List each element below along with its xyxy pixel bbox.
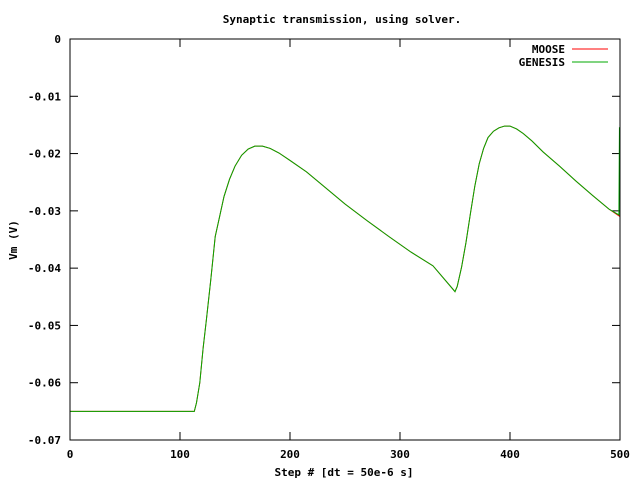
legend-label-genesis: GENESIS	[519, 56, 565, 69]
x-tick-label: 200	[280, 448, 300, 461]
x-tick-label: 0	[67, 448, 74, 461]
legend-label-moose: MOOSE	[532, 43, 565, 56]
chart-title: Synaptic transmission, using solver.	[223, 13, 461, 26]
x-tick-label: 500	[610, 448, 630, 461]
y-tick-label: -0.03	[28, 205, 61, 218]
x-axis-label: Step # [dt = 50e-6 s]	[274, 466, 413, 479]
y-tick-label: -0.02	[28, 148, 61, 161]
y-tick-label: -0.01	[28, 90, 61, 103]
x-tick-label: 300	[390, 448, 410, 461]
y-tick-label: -0.07	[28, 434, 61, 447]
axis-ticks: 0 100 200 300 400 500 0 -0.01 -0.02 -0.03 -0.04 -0.…	[28, 33, 630, 461]
y-tick-label: -0.06	[28, 377, 61, 390]
y-tick-label: 0	[54, 33, 61, 46]
y-tick-label: -0.04	[28, 262, 61, 275]
series-lines	[70, 125, 621, 412]
y-tick-label: -0.05	[28, 319, 61, 332]
series-line-genesis	[70, 125, 620, 412]
plot-frame	[69, 38, 621, 441]
y-axis-label: Vm (V)	[7, 220, 20, 260]
x-tick-label: 100	[170, 448, 190, 461]
x-tick-label: 400	[500, 448, 520, 461]
